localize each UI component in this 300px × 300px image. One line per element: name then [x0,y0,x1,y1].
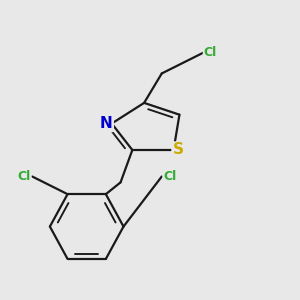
Text: Cl: Cl [204,46,217,59]
Text: Cl: Cl [164,170,177,183]
Text: Cl: Cl [17,170,31,183]
Text: S: S [172,142,184,158]
Text: N: N [100,116,113,131]
